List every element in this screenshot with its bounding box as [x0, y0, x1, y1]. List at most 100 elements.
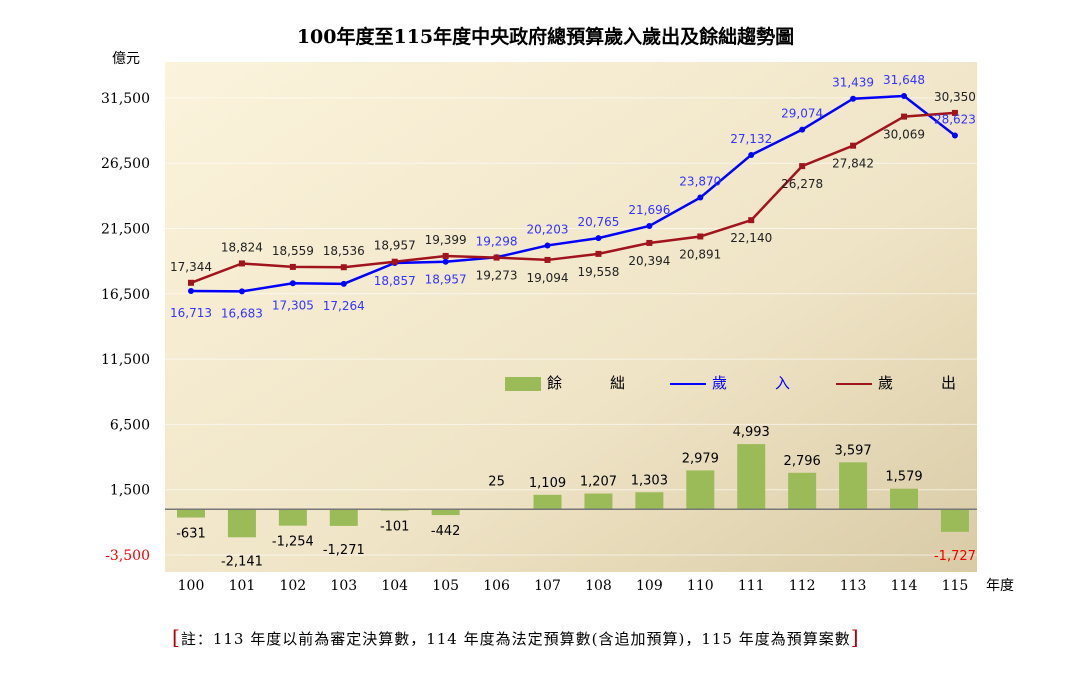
line-data-label: 26,278 — [781, 177, 823, 191]
marker-revenue — [697, 194, 704, 201]
y-axis-unit: 億元 — [112, 51, 140, 67]
x-axis-label: 年度 — [986, 578, 1014, 594]
bar-surplus — [635, 492, 664, 510]
legend-label: 餘 絀 — [547, 374, 632, 392]
legend-item-surplus: 餘 絀 — [505, 372, 631, 393]
x-tick-label: 101 — [229, 578, 256, 594]
marker-revenue — [799, 126, 806, 133]
line-data-label: 21,696 — [628, 203, 670, 217]
marker-revenue — [340, 280, 347, 287]
x-tick-label: 115 — [942, 578, 969, 594]
line-data-label: 18,957 — [374, 239, 416, 253]
marker-expenditure — [951, 109, 958, 116]
marker-revenue — [595, 235, 602, 242]
line-data-label: 16,683 — [221, 306, 263, 320]
x-tick-label: 104 — [381, 578, 408, 594]
legend-line-swatch — [670, 383, 706, 385]
line-data-label: 27,132 — [730, 132, 772, 146]
line-data-label: 31,648 — [883, 73, 925, 87]
bar-data-label: -1,727 — [934, 549, 976, 564]
x-tick-label: 106 — [483, 578, 510, 594]
line-data-label: 18,536 — [323, 244, 365, 258]
marker-expenditure — [493, 254, 500, 261]
marker-expenditure — [442, 252, 449, 259]
bar-data-label: -442 — [431, 524, 461, 539]
x-tick-label: 114 — [891, 578, 918, 594]
marker-revenue — [289, 280, 296, 287]
line-data-label: 16,713 — [170, 306, 212, 320]
bar-data-label: 1,207 — [580, 475, 617, 490]
bar-data-label: -1,254 — [272, 535, 314, 550]
x-tick-label: 111 — [738, 578, 765, 594]
bar-data-label: 25 — [488, 475, 505, 490]
marker-revenue — [442, 258, 449, 265]
y-tick-label: -3,500 — [105, 548, 150, 564]
x-tick-label: 105 — [432, 578, 459, 594]
bar-data-label: 3,597 — [834, 443, 871, 458]
bar-data-label: 1,303 — [631, 473, 668, 488]
y-tick-label: 6,500 — [110, 417, 150, 433]
marker-revenue — [544, 242, 551, 249]
bar-surplus — [890, 488, 919, 510]
marker-expenditure — [391, 258, 398, 265]
marker-revenue — [850, 95, 857, 102]
legend-line-swatch — [836, 383, 872, 385]
marker-expenditure — [544, 256, 551, 263]
bar-surplus — [227, 509, 256, 538]
x-tick-label: 103 — [330, 578, 357, 594]
marker-revenue — [748, 151, 755, 158]
line-data-label: 29,074 — [781, 107, 823, 121]
x-tick-label: 109 — [636, 578, 663, 594]
line-data-label: 19,094 — [527, 271, 569, 285]
line-data-label: 18,857 — [374, 274, 416, 288]
line-data-label: 19,298 — [476, 234, 518, 248]
footnote-text: 註：113 年度以前為審定決算數，114 年度為法定預算數(含追加預算)，115… — [180, 630, 851, 648]
bar-data-label: 2,979 — [682, 451, 719, 466]
x-tick-label: 107 — [534, 578, 561, 594]
line-data-label: 23,870 — [679, 175, 721, 189]
legend-label: 歲 入 — [712, 374, 797, 392]
marker-expenditure — [595, 250, 602, 257]
line-data-label: 30,350 — [934, 90, 976, 104]
line-data-label: 20,394 — [628, 254, 670, 268]
marker-revenue — [901, 92, 908, 99]
bar-data-label: -631 — [176, 527, 206, 542]
chart-title: 100年度至115年度中央政府總預算歲入歲出及餘絀趨勢圖 — [296, 26, 795, 48]
bar-surplus — [584, 493, 613, 510]
line-data-label: 27,842 — [832, 157, 874, 171]
line-data-label: 28,623 — [934, 112, 976, 126]
x-tick-label: 108 — [585, 578, 612, 594]
marker-revenue — [951, 132, 958, 139]
bar-surplus — [278, 509, 307, 526]
legend-label: 歲 出 — [878, 374, 963, 392]
y-tick-label: 31,500 — [101, 91, 150, 107]
legend-item-revenue: 歲 入 — [670, 372, 796, 393]
marker-expenditure — [340, 264, 347, 271]
bar-surplus — [533, 494, 562, 510]
legend-item-expenditure: 歲 出 — [836, 372, 962, 393]
x-tick-label: 102 — [279, 578, 306, 594]
bar-surplus — [177, 509, 205, 518]
marker-expenditure — [850, 142, 857, 149]
bar-data-label: -1,271 — [323, 543, 365, 558]
line-data-label: 19,273 — [476, 269, 518, 283]
marker-expenditure — [901, 113, 908, 120]
line-data-label: 18,559 — [272, 244, 314, 258]
line-revenue — [190, 94, 956, 293]
legend-bar-swatch — [505, 377, 541, 391]
line-data-label: 19,399 — [425, 233, 467, 247]
line-data-label: 17,305 — [272, 298, 314, 312]
bar-surplus — [839, 462, 868, 510]
line-data-label: 20,765 — [577, 215, 619, 229]
y-tick-label: 11,500 — [101, 352, 150, 368]
bar-data-label: 1,109 — [529, 476, 566, 491]
x-tick-label: 100 — [178, 578, 205, 594]
line-data-label: 18,824 — [221, 240, 263, 254]
bar-surplus — [686, 470, 715, 510]
x-tick-label: 113 — [840, 578, 867, 594]
marker-expenditure — [188, 279, 194, 286]
x-tick-label: 110 — [687, 578, 714, 594]
y-tick-label: 1,500 — [110, 483, 150, 499]
line-data-label: 30,069 — [883, 128, 925, 142]
